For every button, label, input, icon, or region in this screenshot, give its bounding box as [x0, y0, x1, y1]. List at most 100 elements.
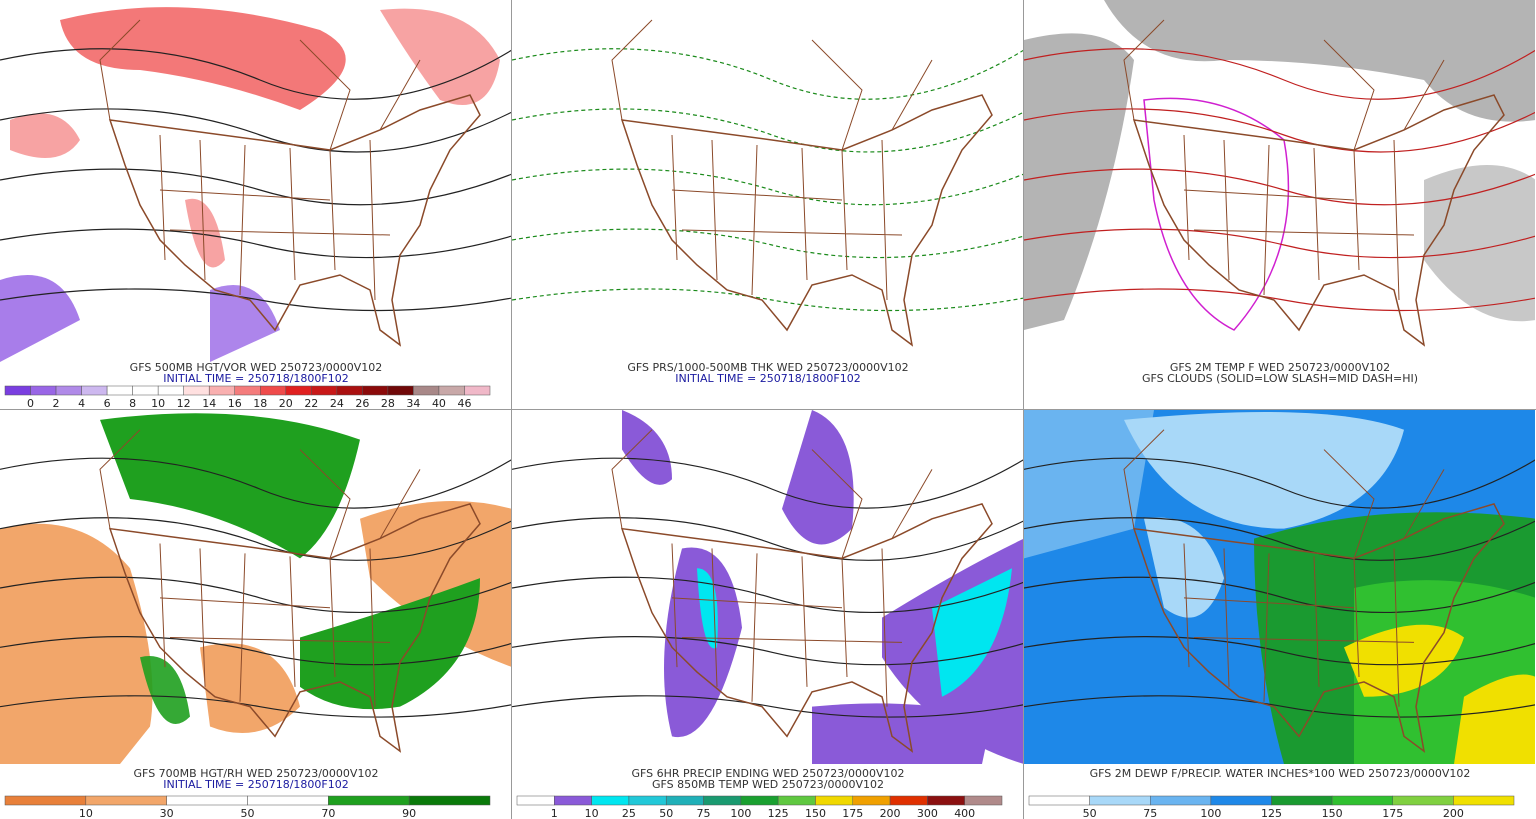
- colorbar-label: 150: [805, 807, 826, 819]
- colorbar-segment: [285, 385, 312, 396]
- colorbar-segment: [234, 385, 261, 396]
- contour: [512, 168, 1023, 206]
- map-layers: [0, 7, 511, 362]
- colorbar-segment: [1028, 795, 1090, 806]
- contour: [1024, 695, 1535, 718]
- caption: GFS 700MB HGT/RH WED 250723/0000V102: [134, 767, 379, 780]
- colorbar-segment: [1271, 795, 1333, 806]
- caption: INITIAL TIME = 250718/1800F102: [163, 372, 348, 385]
- caption: GFS 2M DEWP F/PRECIP. WATER INCHES*100 W…: [1090, 767, 1471, 780]
- map-layers: [1024, 410, 1535, 765]
- contour: [512, 228, 1023, 259]
- colorbar-segment: [927, 795, 965, 806]
- contour: [1024, 457, 1535, 509]
- colorbar-segment: [183, 385, 210, 396]
- colorbar-label: 75: [1143, 807, 1157, 819]
- contour: [0, 517, 511, 561]
- coastline: [620, 503, 993, 753]
- contour: [1024, 108, 1535, 153]
- colorbar-label: 175: [842, 807, 863, 819]
- colorbar-segment: [208, 385, 235, 396]
- field-shade: [10, 113, 80, 158]
- borders: [611, 429, 933, 707]
- colorbar-segment: [260, 385, 287, 396]
- colorbar-label: 75: [697, 807, 711, 819]
- colorbar-segment: [964, 795, 1003, 806]
- colorbar-label: 20: [279, 397, 293, 410]
- field-shade: [782, 410, 854, 545]
- contour: [0, 695, 511, 718]
- colorbar-label: 16: [228, 397, 242, 410]
- caption: GFS 500MB HGT/VOR WED 250723/0000V102: [130, 361, 383, 374]
- contour: [0, 288, 511, 312]
- contour: [0, 228, 511, 259]
- colorbar-label: 200: [880, 807, 901, 819]
- field-shade: [1454, 674, 1535, 765]
- colorbar-label: 100: [1200, 807, 1221, 819]
- panel: GFS 700MB HGT/RH WED 250723/0000V102INIT…: [0, 413, 511, 819]
- contour: [512, 576, 1023, 614]
- field-shade: [0, 523, 153, 765]
- contour: [1024, 48, 1535, 100]
- borders: [99, 429, 421, 707]
- colorbar-segment: [516, 795, 555, 806]
- field-shade: [664, 547, 742, 738]
- field-shade: [200, 643, 300, 734]
- field-shade: [697, 568, 718, 649]
- colorbar-segment: [30, 385, 57, 396]
- colorbar-label: 175: [1382, 807, 1403, 819]
- colorbar-label: 2: [53, 397, 60, 410]
- map-layers: [1024, 0, 1535, 347]
- colorbar-label: 10: [79, 807, 93, 819]
- colorbar-segment: [157, 385, 184, 396]
- colorbar-label: 150: [1322, 807, 1343, 819]
- colorbar-segment: [665, 795, 704, 806]
- coastline: [620, 94, 993, 347]
- contour: [1024, 636, 1535, 666]
- contour: [0, 576, 511, 614]
- field-shade: [60, 7, 346, 111]
- borders: [1123, 429, 1445, 707]
- caption: GFS 6HR PRECIP ENDING WED 250723/0000V10…: [632, 767, 905, 780]
- borders: [1123, 19, 1445, 301]
- borders: [99, 19, 421, 301]
- colorbar-label: 70: [321, 807, 335, 819]
- colorbar-segment: [889, 795, 928, 806]
- colorbar-segment: [4, 795, 87, 806]
- field-shade: [1024, 410, 1154, 559]
- colorbar-segment: [591, 795, 630, 806]
- colorbar-label: 50: [241, 807, 255, 819]
- colorbar-segment: [815, 795, 854, 806]
- colorbar-label: 22: [304, 397, 318, 410]
- field-shade: [1424, 165, 1535, 322]
- colorbar-label: 14: [202, 397, 216, 410]
- colorbar-segment: [703, 795, 742, 806]
- caption: GFS PRS/1000-500MB THK WED 250723/0000V1…: [627, 361, 908, 374]
- colorbar-segment: [387, 385, 414, 396]
- colorbar-label: 6: [104, 397, 111, 410]
- contour: [0, 108, 511, 153]
- field-shade: [1104, 0, 1535, 122]
- colorbar-label: 10: [585, 807, 599, 819]
- contour: [0, 636, 511, 666]
- colorbar-segment: [628, 795, 667, 806]
- field-shade: [100, 413, 360, 559]
- contour: [1024, 288, 1535, 312]
- field-shade: [300, 578, 480, 710]
- field-shade: [812, 703, 992, 765]
- map: [1024, 410, 1535, 765]
- colorbar-label: 34: [406, 397, 420, 410]
- colorbar-segment: [1392, 795, 1454, 806]
- colorbar-segment: [106, 385, 133, 396]
- contour: [0, 168, 511, 206]
- colorbar-segment: [740, 795, 779, 806]
- colorbar-label: 300: [917, 807, 938, 819]
- borders: [611, 19, 933, 301]
- colorbar-segment: [4, 385, 31, 396]
- colorbar-segment: [81, 385, 108, 396]
- caption: INITIAL TIME = 250718/1800F102: [675, 372, 860, 385]
- coastline: [108, 503, 481, 753]
- map: [1024, 0, 1535, 347]
- panel: GFS 500MB HGT/VOR WED 250723/0000V102INI…: [0, 7, 511, 410]
